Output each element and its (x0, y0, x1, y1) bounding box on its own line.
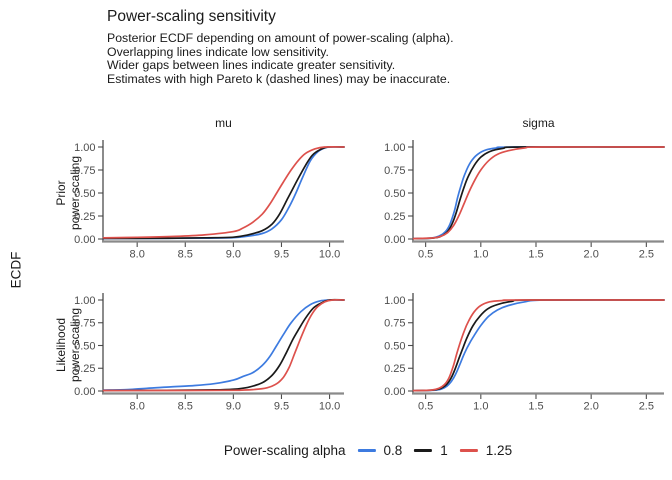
svg-text:1.00: 1.00 (384, 295, 405, 307)
legend-line-swatch-blue (357, 449, 376, 452)
plot-title: Power-scaling sensitivity (107, 8, 276, 25)
legend-line-swatch-red (459, 449, 478, 452)
svg-text:10.0: 10.0 (319, 401, 340, 413)
svg-text:1.0: 1.0 (473, 401, 488, 413)
svg-text:1.5: 1.5 (528, 249, 543, 261)
facet-column-label-mu: mu (215, 116, 232, 130)
subtitle-line: Overlapping lines indicate low sensitivi… (107, 44, 329, 59)
svg-text:0.25: 0.25 (74, 363, 95, 375)
svg-text:0.50: 0.50 (74, 340, 95, 352)
svg-text:8.0: 8.0 (130, 249, 145, 261)
svg-text:0.5: 0.5 (418, 249, 433, 261)
svg-text:0.5: 0.5 (418, 401, 433, 413)
svg-text:0.25: 0.25 (384, 211, 405, 223)
svg-text:1.00: 1.00 (384, 142, 405, 154)
svg-text:0.75: 0.75 (74, 165, 95, 177)
facet-column-label-sigma: sigma (522, 116, 555, 130)
legend-item-label: 1.25 (485, 443, 513, 458)
plot-subtitle: Posterior ECDF depending on amount of po… (107, 31, 454, 86)
svg-text:9.0: 9.0 (226, 249, 241, 261)
svg-text:2.0: 2.0 (584, 401, 599, 413)
svg-text:0.50: 0.50 (74, 188, 95, 200)
svg-text:9.5: 9.5 (274, 401, 289, 413)
svg-text:1.00: 1.00 (74, 142, 95, 154)
svg-text:10.0: 10.0 (319, 249, 340, 261)
svg-text:0.75: 0.75 (384, 165, 405, 177)
svg-text:2.5: 2.5 (639, 401, 654, 413)
svg-text:0.75: 0.75 (74, 318, 95, 330)
legend-item-alpha-1.25: 1.25 (459, 443, 513, 458)
subtitle-line: Wider gaps between lines indicate greate… (107, 58, 396, 73)
svg-text:0.00: 0.00 (74, 386, 95, 398)
svg-text:0.00: 0.00 (384, 386, 405, 398)
svg-text:9.5: 9.5 (274, 249, 289, 261)
legend: Power-scaling alpha 0.8 1 1.25 (224, 443, 512, 458)
legend-item-label: 0.8 (383, 443, 403, 458)
legend-line-swatch-black (414, 449, 433, 452)
legend-item-alpha-0.8: 0.8 (357, 443, 403, 458)
legend-title: Power-scaling alpha (223, 443, 346, 458)
svg-text:1.0: 1.0 (473, 249, 488, 261)
svg-text:0.00: 0.00 (384, 234, 405, 246)
svg-text:0.75: 0.75 (384, 318, 405, 330)
legend-item-alpha-1: 1 (414, 443, 448, 458)
svg-text:8.5: 8.5 (178, 249, 193, 261)
svg-text:2.0: 2.0 (584, 249, 599, 261)
svg-text:8.0: 8.0 (130, 401, 145, 413)
subtitle-line: Estimates with high Pareto k (dashed lin… (107, 71, 451, 86)
svg-text:1.5: 1.5 (528, 401, 543, 413)
svg-text:0.25: 0.25 (74, 211, 95, 223)
svg-text:8.5: 8.5 (178, 401, 193, 413)
svg-text:0.50: 0.50 (384, 188, 405, 200)
legend-item-label: 1 (440, 443, 448, 458)
svg-text:0.25: 0.25 (384, 363, 405, 375)
svg-text:0.50: 0.50 (384, 340, 405, 352)
subtitle-line: Posterior ECDF depending on amount of po… (107, 31, 454, 45)
svg-text:9.0: 9.0 (226, 401, 241, 413)
svg-text:0.00: 0.00 (74, 234, 95, 246)
svg-text:2.5: 2.5 (639, 249, 654, 261)
svg-text:1.00: 1.00 (74, 295, 95, 307)
